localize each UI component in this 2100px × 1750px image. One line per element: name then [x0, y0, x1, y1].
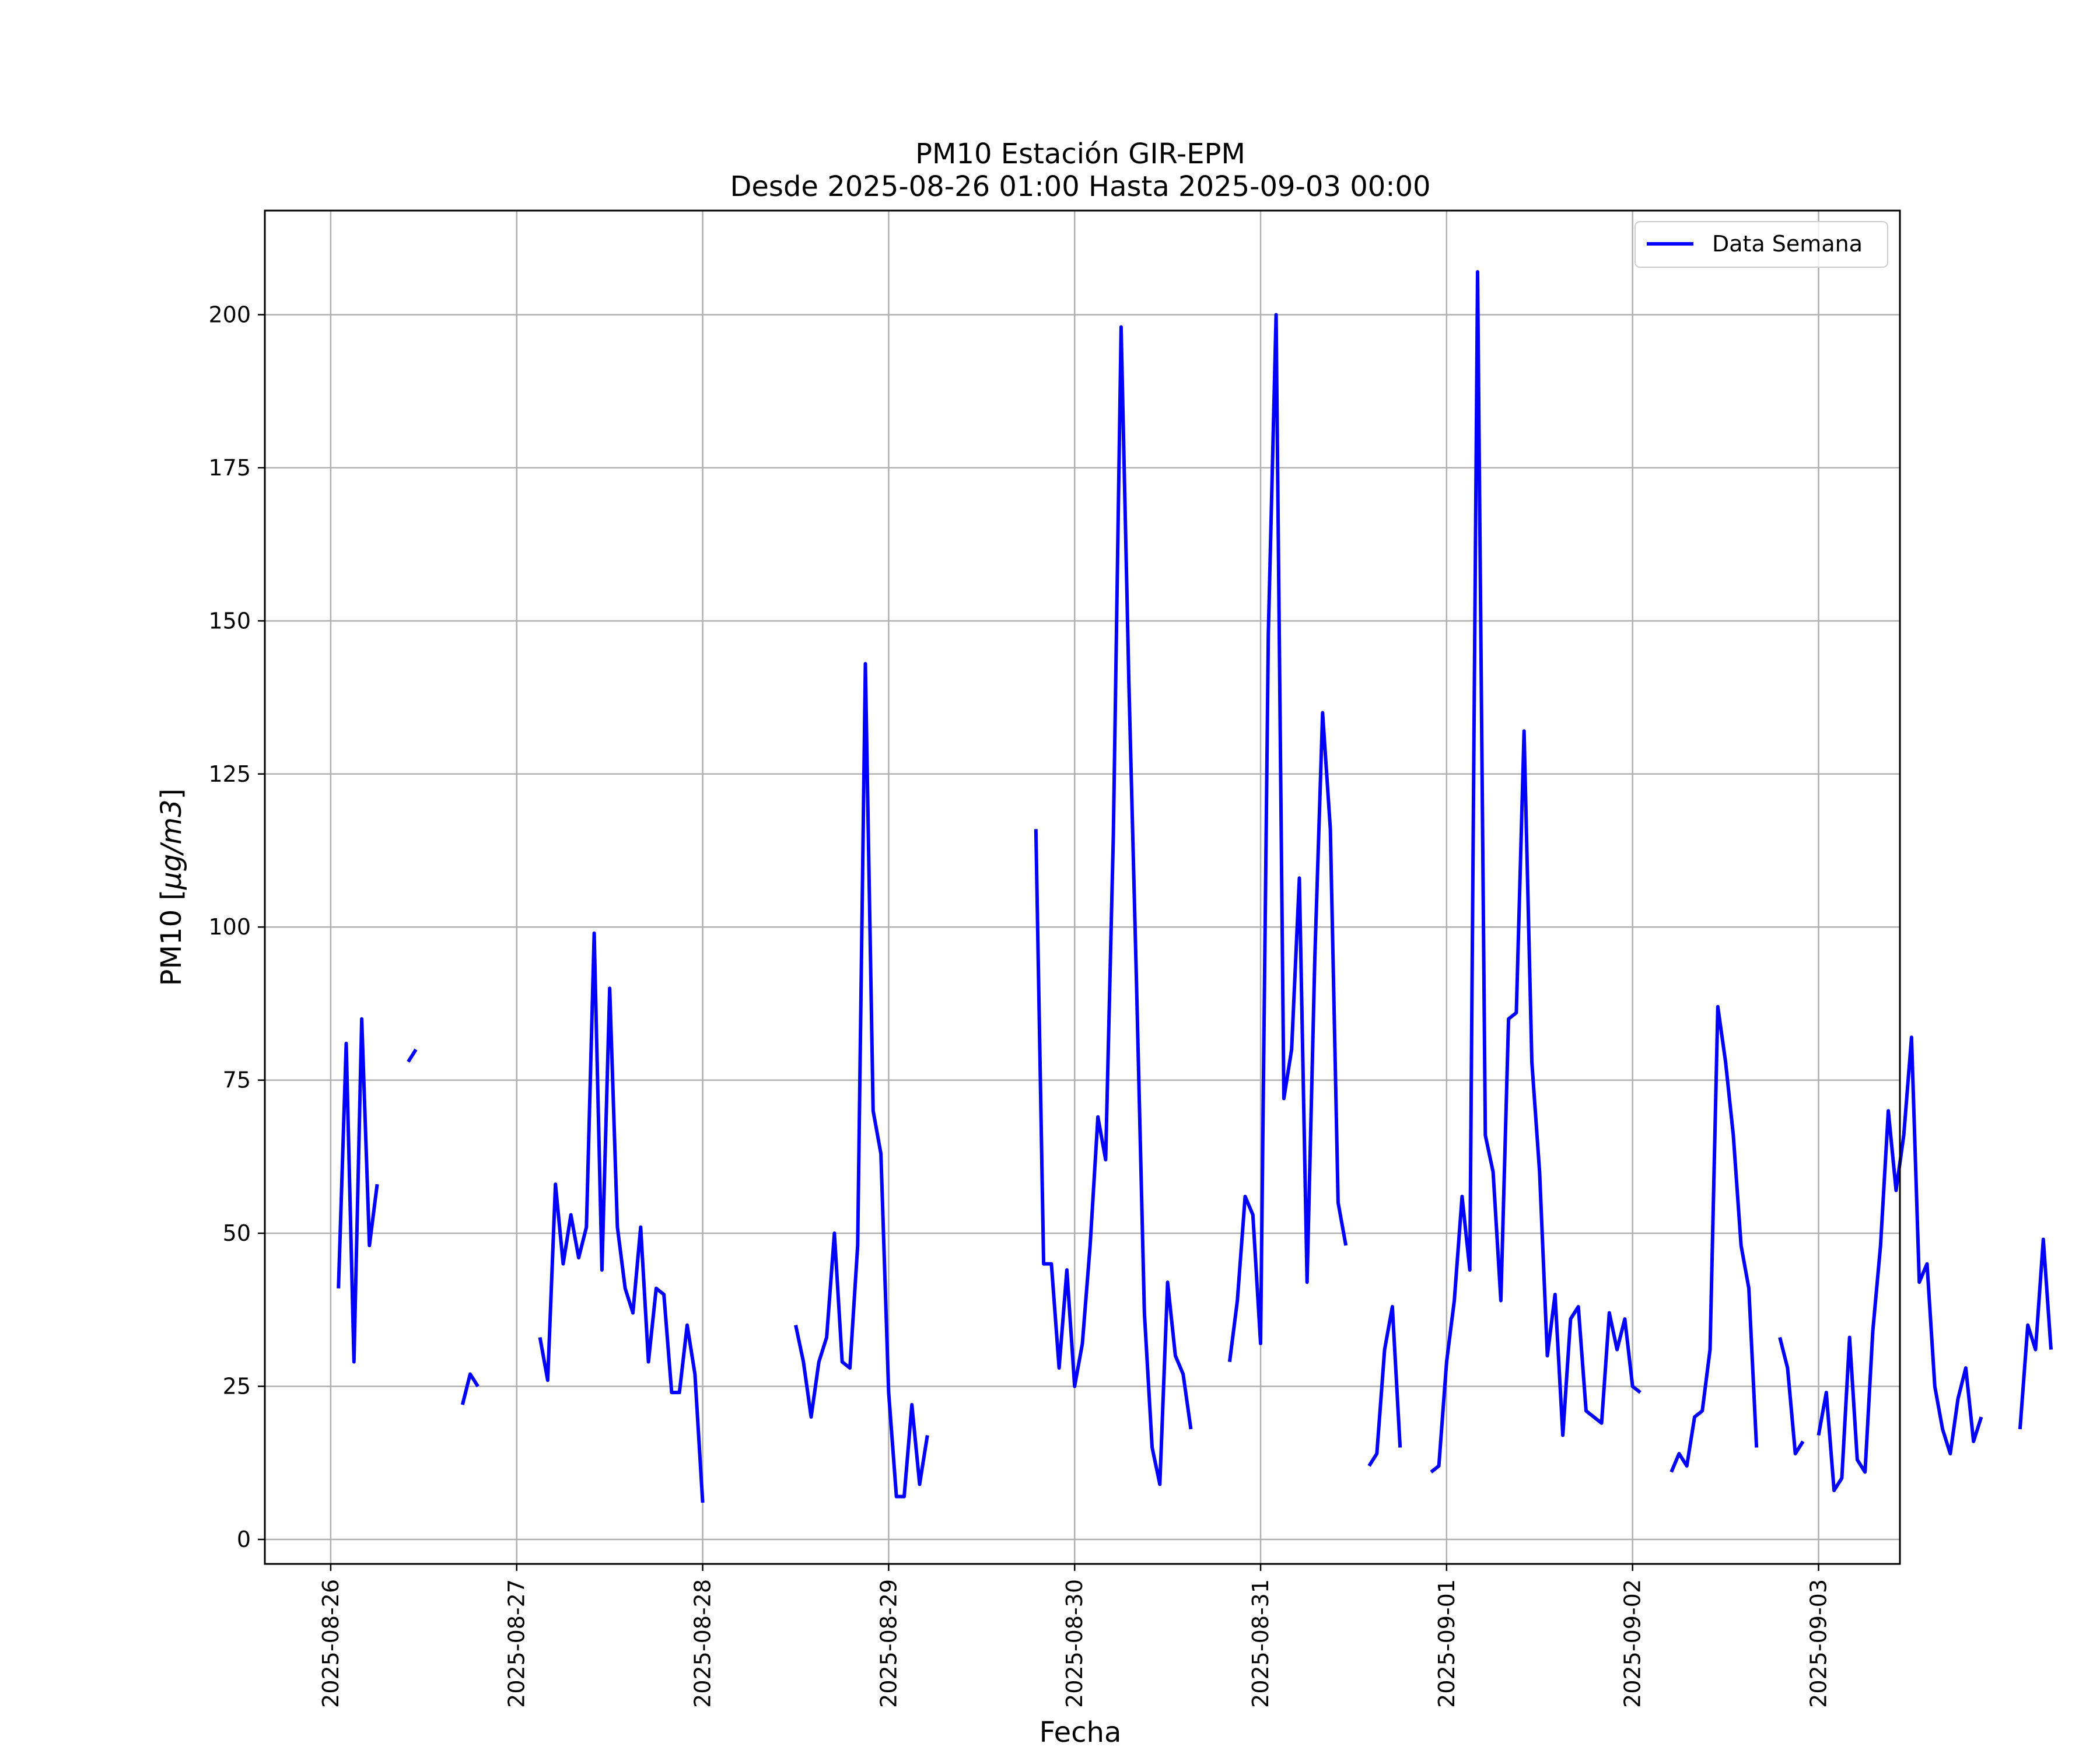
x-tick-label: 2025-09-01 — [1434, 1579, 1460, 1708]
y-axis-label: PM10 [μg/m3] — [155, 789, 188, 986]
x-tick-label: 2025-08-26 — [318, 1579, 344, 1708]
y-tick-label: 50 — [223, 1220, 251, 1246]
x-tick-label: 2025-08-29 — [876, 1579, 901, 1708]
series-line-segment — [1430, 270, 1642, 1474]
series-line-segment — [407, 1048, 418, 1063]
series-line-segment — [1778, 1336, 1805, 1455]
y-tick-label: 0 — [237, 1527, 251, 1552]
series-line-segment — [1670, 1005, 1759, 1473]
y-tick-label: 125 — [208, 761, 251, 787]
x-tick-label: 2025-08-28 — [690, 1579, 716, 1708]
legend-series-label: Data Semana — [1712, 231, 1863, 257]
y-axis-ticks: 0 25 50 75 100 125 150 175 200 — [208, 302, 265, 1552]
series-line-segment — [460, 1372, 480, 1405]
y-tick-label: 150 — [208, 608, 251, 634]
chart-title-line-2: Desde 2025-08-26 01:00 Hasta 2025-09-03 … — [730, 170, 1430, 203]
series-line-segment — [1034, 325, 1193, 1486]
grid-lines — [265, 211, 1900, 1564]
y-tick-label: 25 — [223, 1374, 251, 1399]
legend-box — [1634, 221, 1888, 268]
series-line-segment — [1227, 313, 1348, 1362]
y-tick-label: 75 — [223, 1068, 251, 1093]
legend: Data Semana — [1634, 221, 1888, 268]
plot-area-frame — [264, 209, 1901, 1565]
chart-title-line-1: PM10 Estación GIR-EPM — [915, 138, 1245, 170]
x-axis-label: Fecha — [1040, 1716, 1122, 1749]
y-tick-label: 175 — [208, 455, 251, 481]
series-line-segment — [2018, 1237, 2053, 1430]
x-tick-label: 2025-08-31 — [1248, 1579, 1273, 1708]
series-line-segment — [538, 931, 705, 1503]
series-line-segment — [794, 662, 929, 1499]
x-tick-label: 2025-09-03 — [1806, 1579, 1832, 1708]
x-tick-label: 2025-09-02 — [1620, 1579, 1646, 1708]
x-axis-ticks: 2025-08-26 2025-08-27 2025-08-28 2025-08-29… — [318, 1564, 1832, 1708]
data-series-lines — [337, 270, 2053, 1503]
series-line-segment — [1367, 1305, 1402, 1467]
y-tick-label: 100 — [208, 914, 251, 940]
chart-title: PM10 Estación GIR-EPM Desde 2025-08-26 0… — [730, 138, 1430, 203]
series-line-segment — [337, 1017, 379, 1364]
x-tick-label: 2025-08-27 — [504, 1579, 530, 1708]
y-tick-label: 200 — [208, 302, 251, 327]
x-tick-label: 2025-08-30 — [1062, 1579, 1087, 1708]
